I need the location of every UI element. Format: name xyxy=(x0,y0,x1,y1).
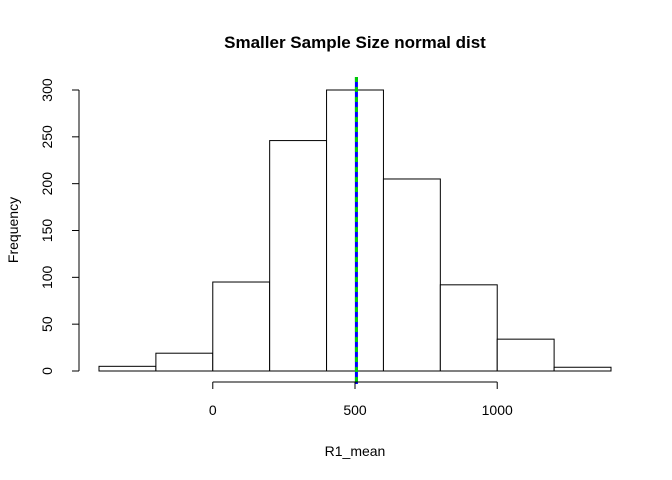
y-tick-label-4: 200 xyxy=(39,172,55,196)
x-axis-label: R1_mean xyxy=(325,443,386,459)
x-tick-label-1: 500 xyxy=(343,402,367,418)
histogram-bars xyxy=(98,89,612,372)
x-tick-label-2: 1000 xyxy=(482,402,513,418)
y-tick-label-5: 250 xyxy=(39,125,55,149)
histogram-bar-3 xyxy=(269,140,328,372)
y-tick-label-3: 150 xyxy=(39,219,55,243)
chart-title: Smaller Sample Size normal dist xyxy=(224,33,486,52)
histogram-bar-8 xyxy=(553,366,612,372)
y-tick-label-2: 100 xyxy=(39,265,55,289)
histogram-bar-6 xyxy=(439,284,498,372)
x-tick-label-0: 0 xyxy=(209,402,217,418)
y-axis-label: Frequency xyxy=(5,197,21,263)
histogram-bar-1 xyxy=(155,352,214,372)
y-tick-label-0: 0 xyxy=(39,367,55,375)
histogram-bar-5 xyxy=(382,178,441,372)
histogram-bar-0 xyxy=(98,365,157,372)
y-tick-label-6: 300 xyxy=(39,78,55,102)
y-axis: 0 50 100 150 200 250 300 xyxy=(39,78,80,375)
histogram-bar-2 xyxy=(212,281,271,372)
x-axis: 0 500 1000 xyxy=(209,381,513,418)
y-tick-label-1: 50 xyxy=(39,316,55,332)
histogram-bar-7 xyxy=(496,338,555,372)
